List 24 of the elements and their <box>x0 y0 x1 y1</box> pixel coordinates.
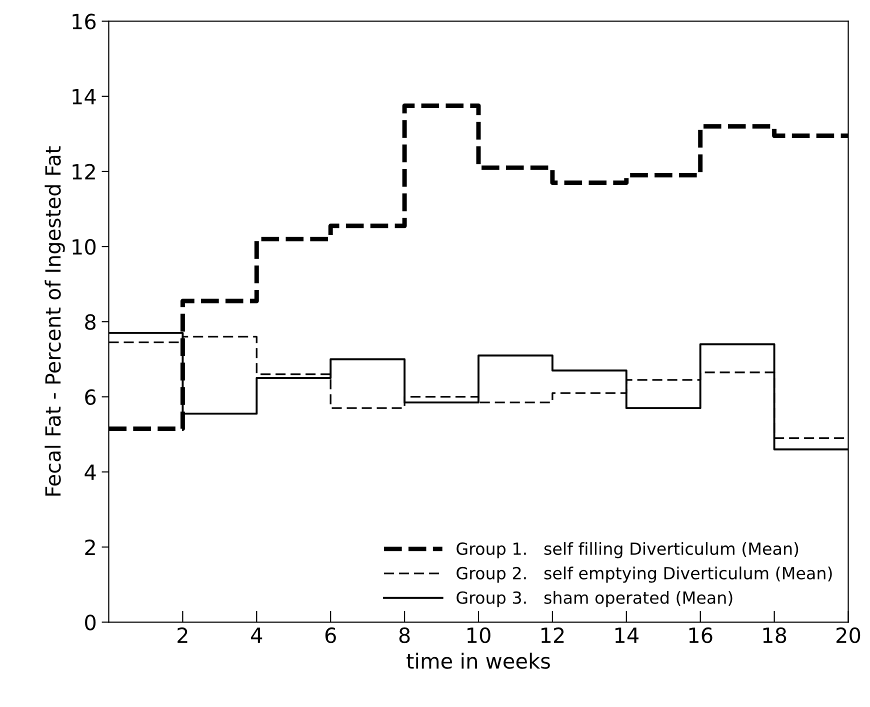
y-tick-label: 8 <box>85 314 96 330</box>
y-tick-label: 12 <box>72 164 95 180</box>
legend-label: Group 3. sham operated (Mean) <box>456 591 732 608</box>
legend-label: Group 1. self filling Diverticulum (Mean) <box>456 542 798 558</box>
x-tick-label: 10 <box>468 627 490 644</box>
y-tick-label: 2 <box>85 539 95 555</box>
x-tick-label: 12 <box>541 627 564 643</box>
x-tick-label: 20 <box>836 627 860 644</box>
x-axis-title: time in weeks <box>406 652 550 669</box>
x-tick-label: 16 <box>689 627 712 644</box>
y-tick-label: 16 <box>72 14 96 30</box>
legend-label: Group 2. self emptying Diverticulum (Mean) <box>456 566 832 583</box>
y-tick-label: 4 <box>84 464 96 480</box>
x-tick-label: 4 <box>251 628 262 643</box>
x-tick-label: 8 <box>399 627 410 644</box>
y-tick-label: 10 <box>72 239 96 255</box>
y-axis-title: Fecal Fat - Percent of Ingested Fat <box>44 146 65 496</box>
y-tick-label: 14 <box>72 89 96 104</box>
x-tick-label: 2 <box>178 627 188 643</box>
y-tick-label: 6 <box>85 389 96 406</box>
x-tick-label: 18 <box>763 627 786 644</box>
x-tick-label: 6 <box>325 627 336 644</box>
x-tick-label: 14 <box>615 628 638 643</box>
y-tick-label: 0 <box>85 614 96 630</box>
